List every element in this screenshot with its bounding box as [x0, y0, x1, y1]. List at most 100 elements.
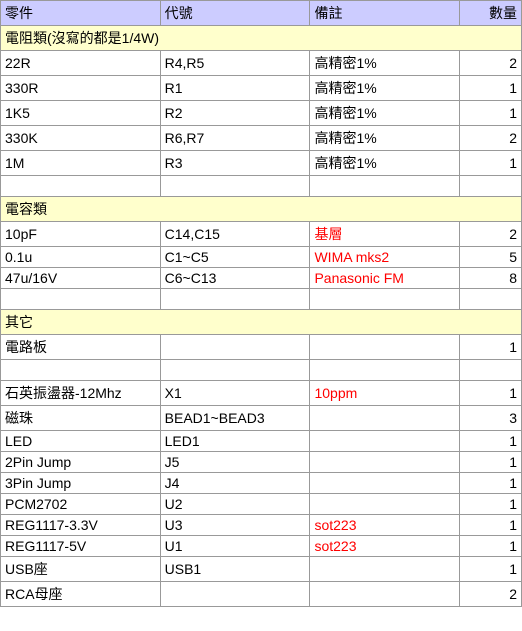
cell-note: 基層: [310, 222, 460, 247]
empty-cell: [460, 289, 522, 310]
cell-note: [310, 335, 460, 360]
section-row: 電容類: [1, 197, 522, 222]
table-row: 330KR6,R7高精密1%2: [1, 126, 522, 151]
cell-part: 47u/16V: [1, 268, 161, 289]
cell-qty: 1: [460, 101, 522, 126]
table-row: REG1117-5VU1sot2231: [1, 536, 522, 557]
cell-qty: 1: [460, 335, 522, 360]
header-note: 備註: [310, 1, 460, 26]
empty-cell: [310, 360, 460, 381]
cell-part: 330K: [1, 126, 161, 151]
cell-part: REG1117-3.3V: [1, 515, 161, 536]
cell-qty: 2: [460, 582, 522, 607]
bom-table: 零件 代號 備註 數量 電阻類(沒寫的都是1/4W)22RR4,R5高精密1%2…: [0, 0, 522, 607]
cell-code: [160, 335, 310, 360]
table-row: 石英振盪器-12MhzX110ppm1: [1, 381, 522, 406]
cell-note: sot223: [310, 536, 460, 557]
cell-qty: 3: [460, 406, 522, 431]
cell-code: R2: [160, 101, 310, 126]
cell-part: REG1117-5V: [1, 536, 161, 557]
empty-cell: [1, 360, 161, 381]
cell-qty: 1: [460, 381, 522, 406]
cell-note: [310, 406, 460, 431]
cell-code: USB1: [160, 557, 310, 582]
empty-cell: [160, 176, 310, 197]
cell-code: [160, 582, 310, 607]
cell-code: R1: [160, 76, 310, 101]
cell-qty: 5: [460, 247, 522, 268]
cell-part: 磁珠: [1, 406, 161, 431]
table-row: 磁珠BEAD1~BEAD3 3: [1, 406, 522, 431]
table-row: 330RR1高精密1%1: [1, 76, 522, 101]
empty-row: [1, 289, 522, 310]
table-row: 0.1uC1~C5WIMA mks25: [1, 247, 522, 268]
empty-cell: [160, 360, 310, 381]
cell-part: 10pF: [1, 222, 161, 247]
cell-code: C14,C15: [160, 222, 310, 247]
cell-note: [310, 431, 460, 452]
empty-row: [1, 360, 522, 381]
cell-part: 22R: [1, 51, 161, 76]
cell-note: WIMA mks2: [310, 247, 460, 268]
empty-cell: [1, 289, 161, 310]
empty-cell: [160, 289, 310, 310]
cell-part: 石英振盪器-12Mhz: [1, 381, 161, 406]
table-body: 電阻類(沒寫的都是1/4W)22RR4,R5高精密1%2330RR1高精密1%1…: [1, 26, 522, 607]
cell-code: U1: [160, 536, 310, 557]
header-part: 零件: [1, 1, 161, 26]
cell-qty: 1: [460, 515, 522, 536]
cell-code: R4,R5: [160, 51, 310, 76]
cell-code: R6,R7: [160, 126, 310, 151]
cell-note: [310, 452, 460, 473]
section-row: 其它: [1, 310, 522, 335]
empty-cell: [1, 176, 161, 197]
cell-part: PCM2702: [1, 494, 161, 515]
cell-part: RCA母座: [1, 582, 161, 607]
cell-part: 3Pin Jump: [1, 473, 161, 494]
table-row: 1K5R2高精密1%1: [1, 101, 522, 126]
table-row: 47u/16VC6~C13Panasonic FM8: [1, 268, 522, 289]
cell-qty: 1: [460, 494, 522, 515]
header-row: 零件 代號 備註 數量: [1, 1, 522, 26]
cell-code: R3: [160, 151, 310, 176]
cell-qty: 1: [460, 452, 522, 473]
section-label: 電阻類(沒寫的都是1/4W): [1, 26, 522, 51]
cell-note: 高精密1%: [310, 151, 460, 176]
cell-note: [310, 473, 460, 494]
cell-qty: 1: [460, 473, 522, 494]
cell-code: U3: [160, 515, 310, 536]
empty-cell: [460, 360, 522, 381]
cell-part: 0.1u: [1, 247, 161, 268]
empty-cell: [310, 176, 460, 197]
cell-note: [310, 494, 460, 515]
cell-note: 高精密1%: [310, 101, 460, 126]
cell-code: U2: [160, 494, 310, 515]
cell-code: BEAD1~BEAD3: [160, 406, 310, 431]
cell-note: 高精密1%: [310, 126, 460, 151]
cell-qty: 1: [460, 557, 522, 582]
cell-qty: 2: [460, 51, 522, 76]
cell-note: 高精密1%: [310, 51, 460, 76]
table-row: 22RR4,R5高精密1%2: [1, 51, 522, 76]
cell-part: LED: [1, 431, 161, 452]
cell-code: C6~C13: [160, 268, 310, 289]
table-row: 10pFC14,C15基層2: [1, 222, 522, 247]
cell-qty: 1: [460, 431, 522, 452]
empty-cell: [460, 176, 522, 197]
cell-qty: 1: [460, 76, 522, 101]
cell-part: 2Pin Jump: [1, 452, 161, 473]
table-row: REG1117-3.3VU3sot2231: [1, 515, 522, 536]
section-row: 電阻類(沒寫的都是1/4W): [1, 26, 522, 51]
cell-note: 10ppm: [310, 381, 460, 406]
table-row: PCM2702U2 1: [1, 494, 522, 515]
table-row: LEDLED1 1: [1, 431, 522, 452]
table-row: RCA母座 2: [1, 582, 522, 607]
cell-note: [310, 557, 460, 582]
cell-code: J5: [160, 452, 310, 473]
cell-note: [310, 582, 460, 607]
header-qty: 數量: [460, 1, 522, 26]
cell-note: Panasonic FM: [310, 268, 460, 289]
cell-code: LED1: [160, 431, 310, 452]
table-row: 3Pin JumpJ41: [1, 473, 522, 494]
cell-note: sot223: [310, 515, 460, 536]
